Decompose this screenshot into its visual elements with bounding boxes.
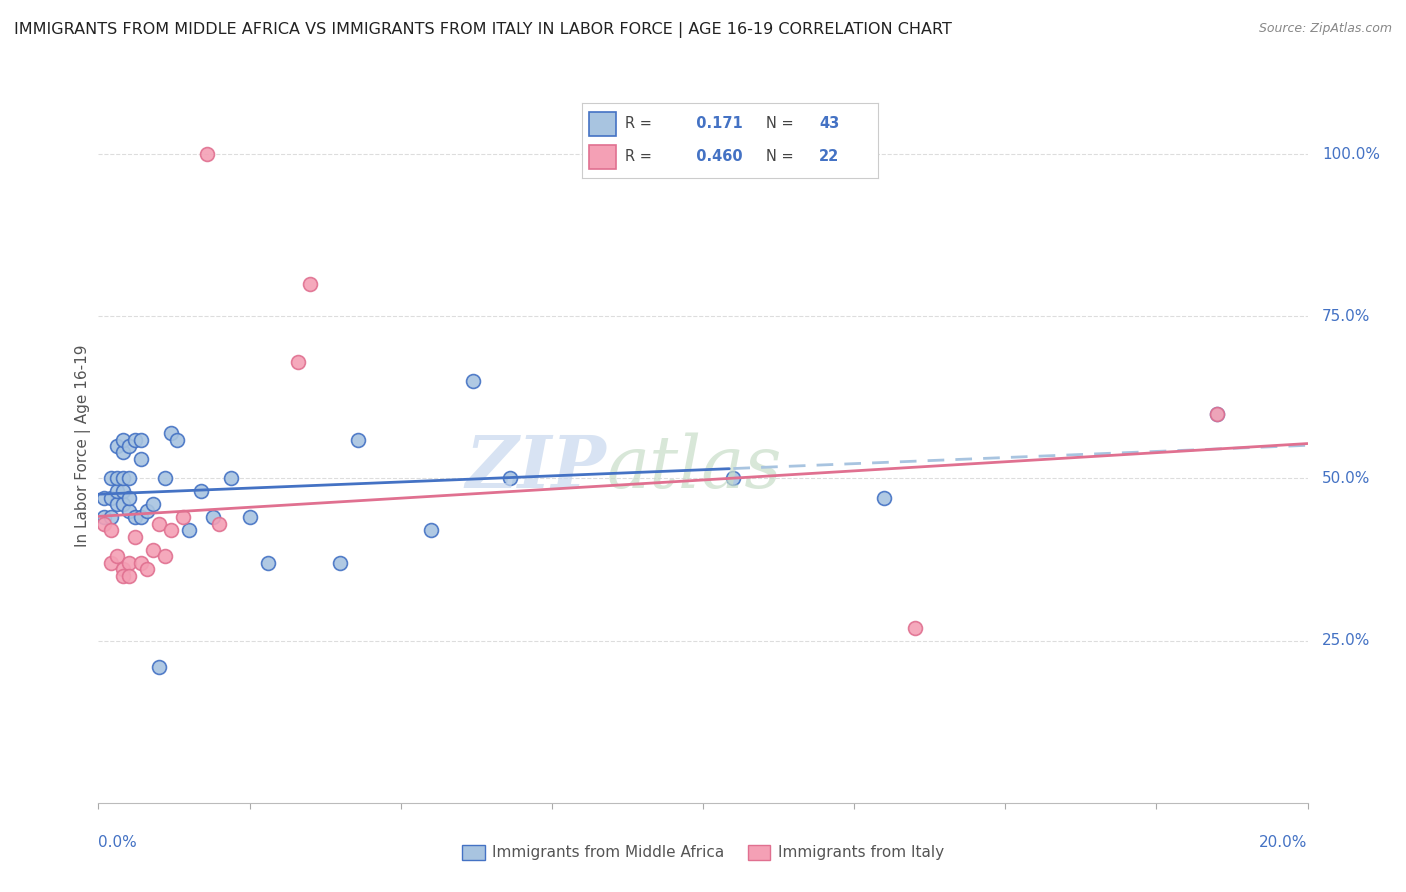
Point [208,516,231,531]
Text: 0.0%: 0.0% [98,835,138,850]
Point [129,556,152,570]
Point [118,439,141,453]
Point [904,621,927,635]
Point [124,433,146,447]
Point [202,510,225,524]
Point [105,471,128,485]
Point [111,471,134,485]
Point [100,471,122,485]
Point [463,374,485,388]
Point [153,471,176,485]
Point [93,516,115,531]
Point [347,433,370,447]
Point [118,471,141,485]
Point [287,354,309,368]
Point [195,147,218,161]
Point [221,471,243,485]
Point [111,433,134,447]
Point [190,484,212,499]
Point [111,568,134,582]
Point [142,497,165,511]
Point [124,530,146,544]
Point [1206,407,1229,421]
Point [124,510,146,524]
Point [100,510,122,524]
Point [721,471,744,485]
Point [129,433,152,447]
Point [105,549,128,564]
Legend: Immigrants from Middle Africa, Immigrants from Italy: Immigrants from Middle Africa, Immigrant… [456,838,950,866]
Text: atlas: atlas [606,432,782,503]
Text: ZIP: ZIP [465,432,606,503]
Point [498,471,520,485]
Y-axis label: In Labor Force | Age 16-19: In Labor Force | Age 16-19 [76,344,91,548]
Point [118,491,141,505]
Point [100,556,122,570]
Point [93,491,115,505]
Text: 20.0%: 20.0% [1260,835,1308,850]
Point [299,277,322,291]
Point [118,504,141,518]
Point [256,556,278,570]
Text: 25.0%: 25.0% [1322,633,1371,648]
Point [105,484,128,499]
Point [160,524,183,538]
Point [148,516,170,531]
Point [129,452,152,467]
Point [172,510,194,524]
Text: IMMIGRANTS FROM MIDDLE AFRICA VS IMMIGRANTS FROM ITALY IN LABOR FORCE | AGE 16-1: IMMIGRANTS FROM MIDDLE AFRICA VS IMMIGRA… [14,22,952,38]
Point [100,524,122,538]
Point [111,445,134,459]
Point [1206,407,1229,421]
Point [419,524,441,538]
Text: 75.0%: 75.0% [1322,309,1371,324]
Text: 50.0%: 50.0% [1322,471,1371,486]
Point [160,425,183,440]
Point [100,491,122,505]
Point [118,568,141,582]
Text: 100.0%: 100.0% [1322,146,1381,161]
Point [93,510,115,524]
Point [153,549,176,564]
Point [129,510,152,524]
Point [239,510,262,524]
Point [111,562,134,576]
Point [135,562,157,576]
Point [148,659,170,673]
Point [118,556,141,570]
Point [873,491,896,505]
Text: Source: ZipAtlas.com: Source: ZipAtlas.com [1258,22,1392,36]
Point [329,556,352,570]
Point [105,497,128,511]
Point [111,497,134,511]
Point [135,504,157,518]
Point [166,433,188,447]
Point [111,484,134,499]
Point [177,524,201,538]
Point [142,542,165,557]
Point [105,439,128,453]
